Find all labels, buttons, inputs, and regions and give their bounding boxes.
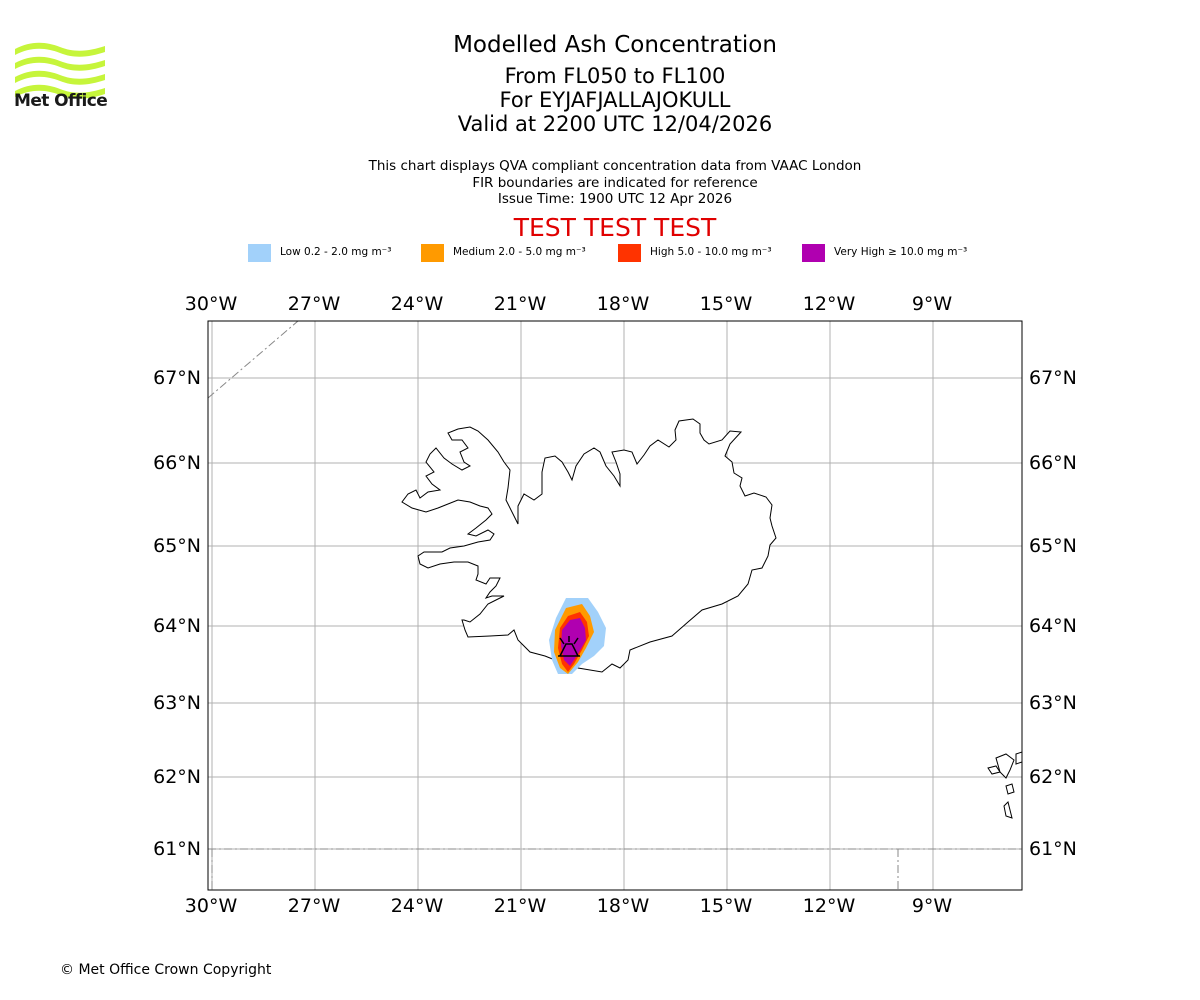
lat-label-left: 63°N bbox=[153, 692, 201, 714]
legend-swatch-medium bbox=[421, 244, 444, 262]
lon-label-top: 30°W bbox=[185, 293, 238, 315]
lat-label-right: 62°N bbox=[1029, 766, 1077, 788]
lon-label-top: 18°W bbox=[597, 293, 650, 315]
faroe-island-3 bbox=[1015, 751, 1022, 765]
lat-label-left: 67°N bbox=[153, 367, 201, 389]
lat-label-right: 67°N bbox=[1029, 367, 1077, 389]
lon-label-top: 24°W bbox=[391, 293, 444, 315]
lat-label-left: 64°N bbox=[153, 615, 201, 637]
faroe-island-2 bbox=[987, 765, 1001, 775]
lon-label-bottom: 21°W bbox=[494, 895, 547, 917]
faroe-island-4 bbox=[1005, 783, 1015, 795]
lat-label-left: 66°N bbox=[153, 452, 201, 474]
fir-boundary-nw bbox=[208, 321, 299, 399]
lon-label-top: 27°W bbox=[288, 293, 341, 315]
faroe-island-1 bbox=[995, 753, 1015, 779]
lon-label-bottom: 30°W bbox=[185, 895, 238, 917]
ash-very-high bbox=[561, 618, 586, 666]
lon-label-bottom: 18°W bbox=[597, 895, 650, 917]
volcano-plume-2 bbox=[559, 637, 565, 645]
note-qva: This chart displays QVA compliant concen… bbox=[368, 158, 862, 174]
chart-notes: This chart displays QVA compliant concen… bbox=[0, 158, 1200, 208]
volcano-cone bbox=[559, 643, 579, 657]
test-banner: TEST TEST TEST bbox=[513, 213, 717, 242]
lat-labels-right: 67°N 66°N 65°N 64°N 63°N 62°N 61°N bbox=[1029, 367, 1077, 860]
map-frame bbox=[207, 320, 1023, 891]
fir-boundaries bbox=[208, 321, 1022, 890]
lat-label-left: 62°N bbox=[153, 766, 201, 788]
legend-label-high: High 5.0 - 10.0 mg m⁻³ bbox=[650, 246, 772, 258]
logo-text: Met Office bbox=[14, 91, 108, 111]
volcano-plume-3 bbox=[573, 637, 579, 645]
lon-labels-top: 30°W 27°W 24°W 21°W 18°W 15°W 12°W 9°W bbox=[185, 293, 953, 315]
chart-title: Modelled Ash Concentration bbox=[453, 32, 777, 58]
lon-labels-bottom: 30°W 27°W 24°W 21°W 18°W 15°W 12°W 9°W bbox=[185, 895, 953, 917]
legend-swatch-low bbox=[248, 244, 271, 262]
lat-labels-left: 67°N 66°N 65°N 64°N 63°N 62°N 61°N bbox=[153, 367, 201, 860]
legend-label-very-high: Very High ≥ 10.0 mg m⁻³ bbox=[834, 246, 968, 258]
lon-label-bottom: 24°W bbox=[391, 895, 444, 917]
lon-label-top: 15°W bbox=[700, 293, 753, 315]
faroe-islands bbox=[987, 751, 1022, 819]
flight-level-range: From FL050 to FL100 bbox=[504, 64, 726, 88]
legend-swatch-very-high bbox=[802, 244, 825, 262]
lat-label-right: 65°N bbox=[1029, 535, 1077, 557]
lat-label-right: 66°N bbox=[1029, 452, 1077, 474]
volcano-icon bbox=[558, 636, 580, 657]
legend-label-low: Low 0.2 - 2.0 mg m⁻³ bbox=[280, 246, 392, 258]
lon-label-bottom: 27°W bbox=[288, 895, 341, 917]
lat-label-right: 64°N bbox=[1029, 615, 1077, 637]
lat-label-left: 65°N bbox=[153, 535, 201, 557]
lon-label-bottom: 9°W bbox=[912, 895, 953, 917]
lon-label-top: 12°W bbox=[803, 293, 856, 315]
copyright-notice: © Met Office Crown Copyright bbox=[60, 962, 272, 978]
volcano-name: For EYJAFJALLAJOKULL bbox=[499, 88, 731, 112]
faroe-island-5 bbox=[1003, 801, 1013, 819]
lat-label-right: 63°N bbox=[1029, 692, 1077, 714]
valid-time: Valid at 2200 UTC 12/04/2026 bbox=[457, 112, 773, 136]
lon-label-bottom: 15°W bbox=[700, 895, 753, 917]
lon-label-top: 9°W bbox=[912, 293, 953, 315]
legend-swatch-high bbox=[618, 244, 641, 262]
chart-subtitle: From FL050 to FL100 For EYJAFJALLAJOKULL… bbox=[0, 64, 1200, 136]
met-office-logo bbox=[15, 42, 105, 99]
lat-label-left: 61°N bbox=[153, 838, 201, 860]
note-issue-time: Issue Time: 1900 UTC 12 Apr 2026 bbox=[497, 191, 733, 207]
iceland-coastline bbox=[401, 418, 777, 673]
map-area bbox=[208, 321, 1022, 890]
legend-label-medium: Medium 2.0 - 5.0 mg m⁻³ bbox=[453, 246, 586, 258]
note-fir: FIR boundaries are indicated for referen… bbox=[472, 174, 758, 191]
lat-label-right: 61°N bbox=[1029, 838, 1077, 860]
lon-label-top: 21°W bbox=[494, 293, 547, 315]
lon-label-bottom: 12°W bbox=[803, 895, 856, 917]
